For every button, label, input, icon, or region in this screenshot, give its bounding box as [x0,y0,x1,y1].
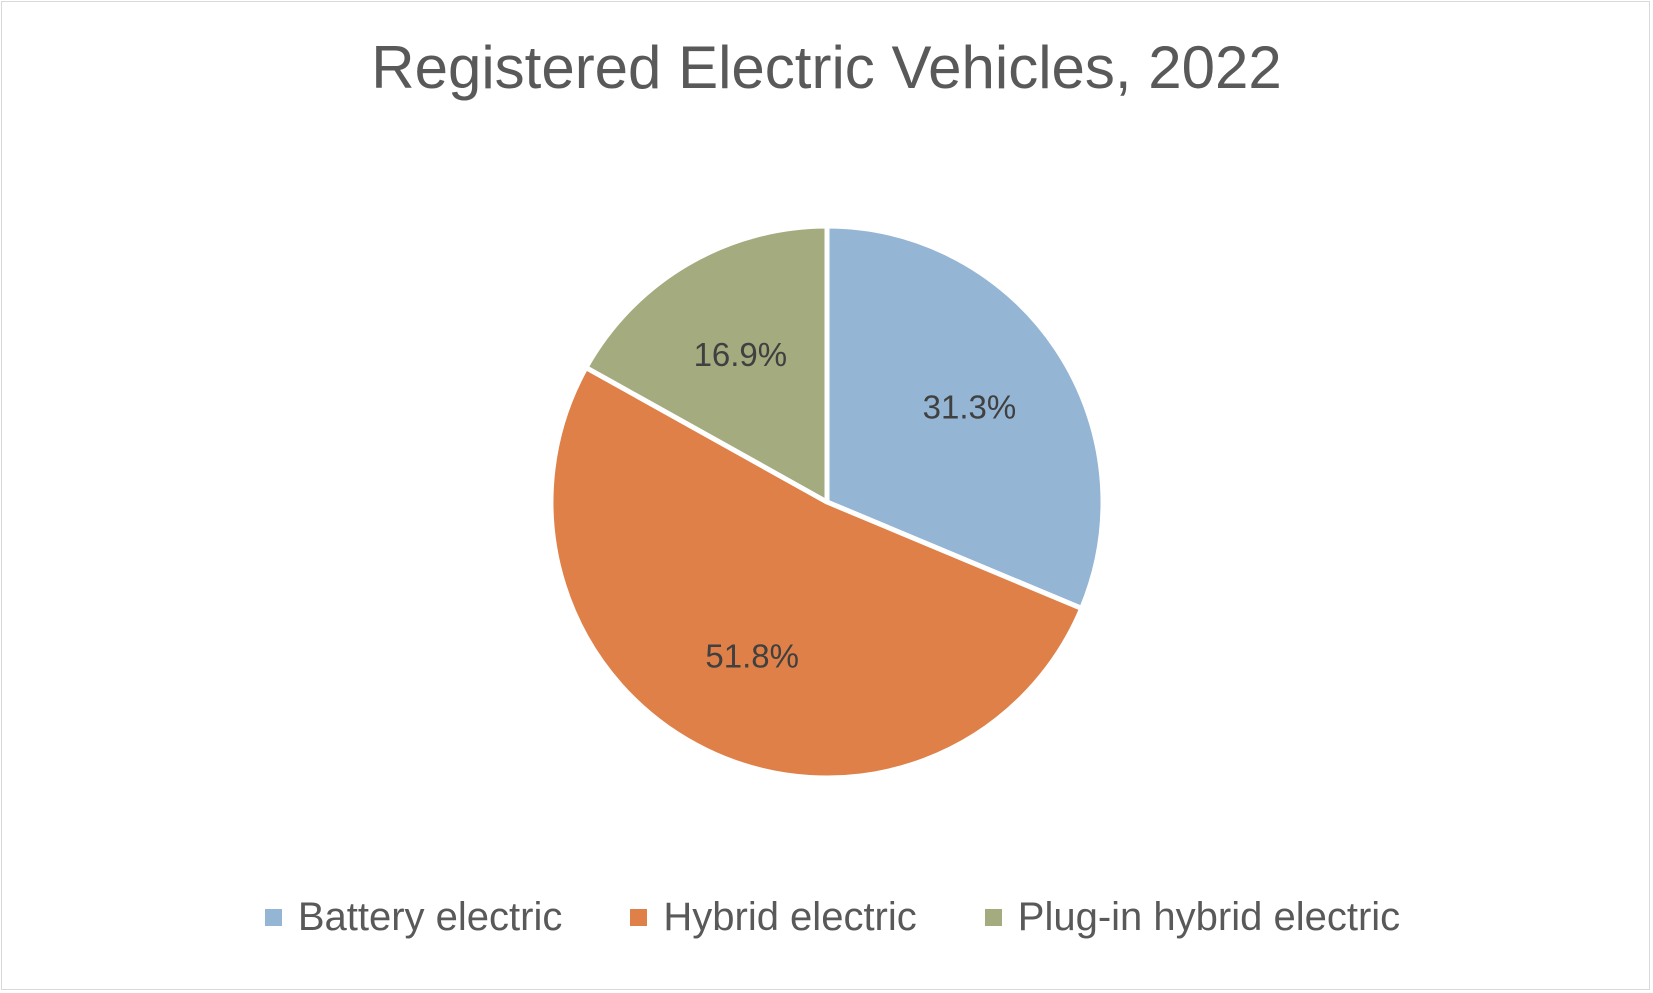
legend-swatch [630,909,648,926]
legend-label: Plug-in hybrid electric [1017,895,1401,939]
slice-hybrid-electric [548,365,1085,781]
legend-item-battery-electric: Battery electric [264,895,563,940]
legend-label: Hybrid electric [663,895,917,939]
legend-label: Battery electric [297,895,563,939]
data-label: 31.3% [923,389,1017,426]
legend-item-plug-in-hybrid-electric: Plug-in hybrid electric [984,895,1401,940]
slice-plug-in-hybrid-electric [583,223,830,505]
legend: Battery electric Hybrid electric Plug-in… [0,895,1653,940]
data-label: 16.9% [694,336,788,373]
slice-battery-electric [824,223,1106,611]
data-label: 51.8% [705,637,799,674]
legend-swatch [984,909,1002,926]
legend-item-hybrid-electric: Hybrid electric [630,895,917,940]
legend-swatch [264,909,282,926]
chart-title: Registered Electric Vehicles, 2022 [371,34,1282,101]
